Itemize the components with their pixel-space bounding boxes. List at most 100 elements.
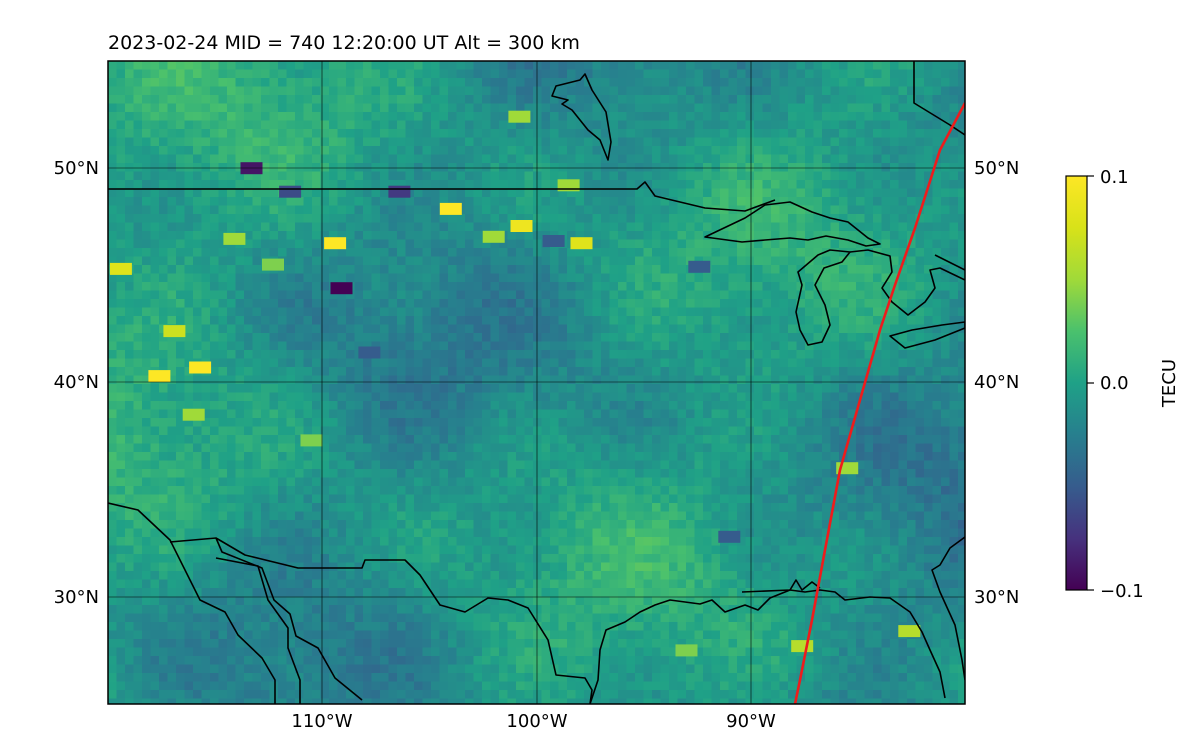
raster-cell (261, 358, 271, 368)
raster-cell (822, 222, 832, 232)
raster-cell (839, 341, 849, 351)
raster-cell (949, 248, 959, 258)
raster-cell (473, 205, 483, 215)
raster-cell (890, 333, 900, 343)
raster-cell (363, 401, 373, 411)
raster-cell (796, 367, 806, 377)
raster-cell (414, 316, 424, 326)
raster-cell (907, 460, 917, 470)
raster-cell (652, 290, 662, 300)
raster-cell (575, 120, 585, 130)
raster-cell (303, 418, 313, 428)
raster-cell (167, 154, 177, 164)
raster-cell (924, 239, 934, 249)
raster-cell (958, 452, 965, 462)
raster-cell (490, 78, 500, 88)
raster-cell (660, 367, 670, 377)
raster-cell (660, 299, 670, 309)
raster-cell (660, 154, 670, 164)
raster-cell (227, 214, 237, 224)
raster-cell (414, 137, 424, 147)
raster-cell (499, 163, 509, 173)
raster-cell (873, 214, 883, 224)
raster-cell (337, 205, 347, 215)
raster-cell (431, 231, 441, 241)
raster-cell (626, 299, 636, 309)
raster-cell (150, 426, 160, 436)
raster-cell (771, 154, 781, 164)
raster-cell (924, 409, 934, 419)
raster-cell (227, 265, 237, 275)
raster-cell (235, 256, 245, 266)
raster-cell (244, 477, 254, 487)
raster-cell (822, 112, 832, 122)
raster-cell (133, 137, 143, 147)
raster-cell (856, 214, 866, 224)
raster-cell (601, 265, 611, 275)
raster-cell (754, 137, 764, 147)
raster-cell (380, 214, 390, 224)
raster-cell (796, 418, 806, 428)
raster-cell (371, 69, 381, 79)
raster-cell (516, 188, 526, 198)
raster-cell (737, 409, 747, 419)
raster-cell (550, 171, 560, 181)
raster-cell (380, 239, 390, 249)
raster-cell (958, 341, 965, 351)
raster-cell (261, 443, 271, 453)
raster-cell (643, 95, 653, 105)
raster-cell (150, 180, 160, 190)
raster-cell (218, 316, 228, 326)
raster-cell (881, 392, 891, 402)
raster-cell (524, 443, 534, 453)
raster-cell (694, 222, 704, 232)
raster-cell (592, 69, 602, 79)
raster-cell (652, 120, 662, 130)
raster-cell (108, 154, 118, 164)
raster-cell (575, 265, 585, 275)
raster-cell (414, 273, 424, 283)
raster-cell (201, 460, 211, 470)
raster-cell (116, 163, 126, 173)
raster-cell (388, 265, 398, 275)
raster-cell (193, 350, 203, 360)
raster-cell (456, 409, 466, 419)
raster-cell (541, 256, 551, 266)
raster-cell (567, 341, 577, 351)
raster-cell (261, 231, 271, 241)
raster-cell (805, 350, 815, 360)
raster-cell (116, 120, 126, 130)
raster-cell (694, 146, 704, 156)
raster-cell (269, 205, 279, 215)
raster-cell (150, 239, 160, 249)
raster-cell (856, 154, 866, 164)
raster-cell (643, 265, 653, 275)
raster-cell (618, 333, 628, 343)
raster-cell (150, 231, 160, 241)
raster-cell (354, 282, 364, 292)
raster-cell (856, 180, 866, 190)
raster-cell (609, 469, 619, 479)
raster-cell (907, 69, 917, 79)
raster-cell (558, 214, 568, 224)
raster-cell (125, 299, 135, 309)
raster-cell (320, 392, 330, 402)
raster-cell (796, 341, 806, 351)
raster-cell (643, 222, 653, 232)
raster-cell (448, 409, 458, 419)
raster-cell (907, 409, 917, 419)
raster-cell (813, 86, 823, 96)
raster-cell (218, 205, 228, 215)
raster-cell (762, 78, 772, 88)
raster-cell (159, 86, 169, 96)
raster-cell (329, 112, 339, 122)
raster-cell (898, 146, 908, 156)
raster-cell (643, 384, 653, 394)
raster-cell (448, 137, 458, 147)
raster-cell (635, 231, 645, 241)
raster-cell (363, 333, 373, 343)
raster-cell (584, 409, 594, 419)
raster-cell (694, 324, 704, 334)
raster-cell (176, 239, 186, 249)
raster-cell (363, 316, 373, 326)
